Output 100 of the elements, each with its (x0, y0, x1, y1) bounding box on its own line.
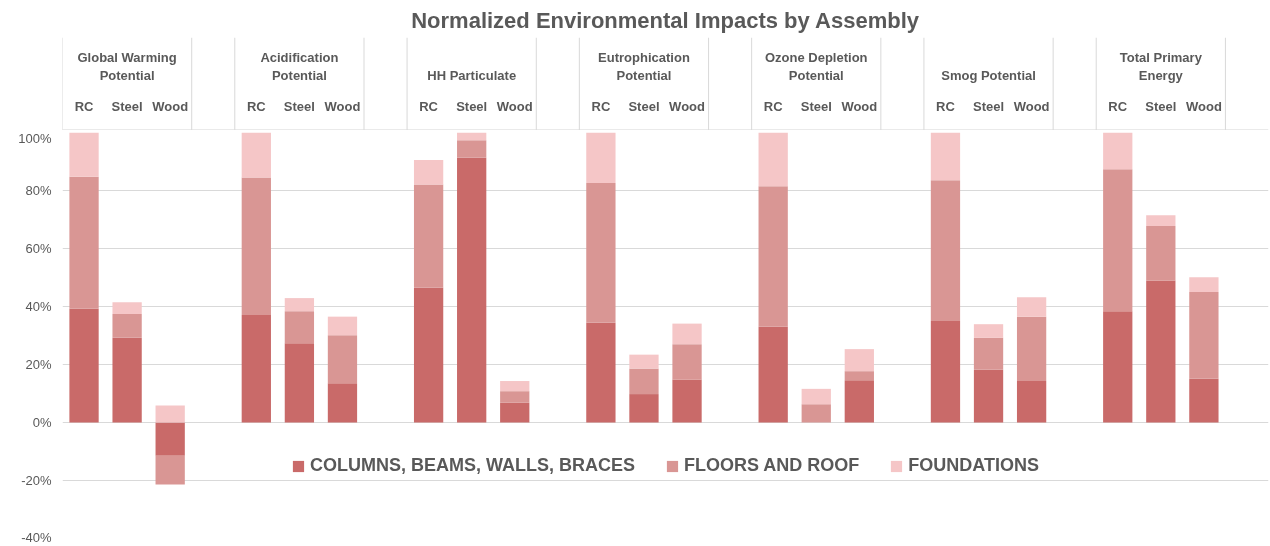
x-tick-label: Steel (973, 99, 1005, 115)
bar (629, 368, 659, 395)
bar (1016, 381, 1047, 423)
bar (500, 381, 530, 392)
bar (112, 314, 142, 338)
text: Eutrophication Potential (598, 50, 690, 84)
x-tick-label: RC (419, 99, 439, 115)
y-tick-label: 80% (25, 183, 52, 198)
y-tick-label: 0% (32, 415, 52, 430)
bar (413, 287, 444, 423)
bar (1146, 215, 1176, 226)
bar (758, 326, 788, 423)
bar (629, 354, 659, 369)
x-tick-label: Wood (324, 99, 361, 115)
x-tick-label: Steel (283, 99, 315, 115)
bar (500, 402, 530, 423)
bar (930, 180, 961, 321)
x-tick-label: RC (936, 99, 956, 115)
x-tick-label: RC (763, 99, 784, 115)
bar (413, 184, 444, 288)
x-tick-label: Wood (496, 99, 533, 115)
x-tick-label: Wood (669, 99, 706, 115)
y-tick-label: 100% (18, 130, 52, 146)
bar (327, 335, 358, 384)
x-tick-label: RC (1108, 99, 1128, 115)
bar (586, 182, 616, 323)
bar (1189, 277, 1219, 292)
bar (241, 132, 271, 178)
y-tick-label: 40% (25, 299, 52, 314)
text: Ozone Depletion Potential (764, 50, 868, 84)
y-tick-label: 20% (25, 357, 52, 372)
chart-title: Normalized Environmental Impacts by Assembly (411, 7, 920, 33)
legend-label: COLUMNS, BEAMS, WALLS, BRACES (309, 455, 636, 476)
bar (1103, 311, 1133, 423)
bar (457, 140, 487, 158)
text: Global Warming Potential (77, 50, 177, 84)
bar (69, 176, 99, 309)
bar (586, 132, 616, 183)
bar (1146, 280, 1176, 423)
x-tick-label: Steel (628, 99, 660, 115)
bar (629, 394, 659, 423)
bar (500, 391, 530, 403)
x-tick-label: RC (591, 99, 611, 115)
bar (457, 157, 487, 423)
bar (758, 132, 788, 187)
bar (112, 337, 142, 423)
bar (284, 343, 315, 423)
bar (586, 322, 616, 423)
bar (844, 371, 874, 381)
bar (241, 177, 271, 315)
x-tick-label: Steel (111, 99, 143, 115)
bar (930, 321, 961, 423)
bar (155, 422, 185, 456)
bar (930, 132, 961, 181)
x-tick-label: RC (74, 99, 95, 115)
bar (844, 380, 874, 423)
legend-label: FOUNDATIONS (908, 455, 1040, 476)
bar (1103, 132, 1133, 170)
bar (413, 160, 444, 185)
bar (672, 323, 702, 345)
y-tick-label: 60% (25, 241, 52, 256)
bar (1103, 169, 1133, 312)
bar (672, 344, 702, 380)
bar (155, 455, 185, 485)
x-tick-label: Steel (800, 99, 832, 115)
bar (672, 379, 702, 423)
bar (973, 369, 1004, 423)
x-tick-label: Wood (1013, 99, 1050, 115)
bar (112, 302, 142, 315)
bar (973, 337, 1004, 370)
bar (155, 405, 185, 423)
bar (327, 383, 358, 423)
text: Smog Potential (941, 68, 1036, 84)
bar (1016, 316, 1047, 382)
bar (801, 388, 831, 405)
text: HH Particulate (427, 68, 517, 84)
x-tick-label: RC (246, 99, 267, 115)
bar (284, 311, 315, 344)
bar (1189, 292, 1219, 379)
bar (1146, 225, 1176, 281)
x-tick-label: Wood (152, 99, 189, 115)
bar (69, 308, 99, 423)
legend-label: FLOORS AND ROOF (684, 455, 860, 476)
y-tick-label: -40% (21, 529, 52, 545)
bar (758, 186, 788, 327)
bar (284, 298, 315, 312)
x-tick-label: Steel (1145, 99, 1177, 115)
text: Acidification Potential (260, 50, 339, 84)
bar (1016, 297, 1047, 317)
x-tick-label: Wood (1185, 99, 1222, 115)
y-tick-label: -20% (21, 473, 52, 488)
bar (844, 349, 874, 372)
bar (241, 314, 271, 423)
bar (801, 404, 831, 423)
x-tick-label: Steel (456, 99, 488, 115)
bar (69, 132, 99, 177)
bar (973, 324, 1004, 338)
bar (1189, 378, 1219, 423)
text: Total Primary Energy (1119, 50, 1203, 84)
bar (327, 316, 358, 336)
